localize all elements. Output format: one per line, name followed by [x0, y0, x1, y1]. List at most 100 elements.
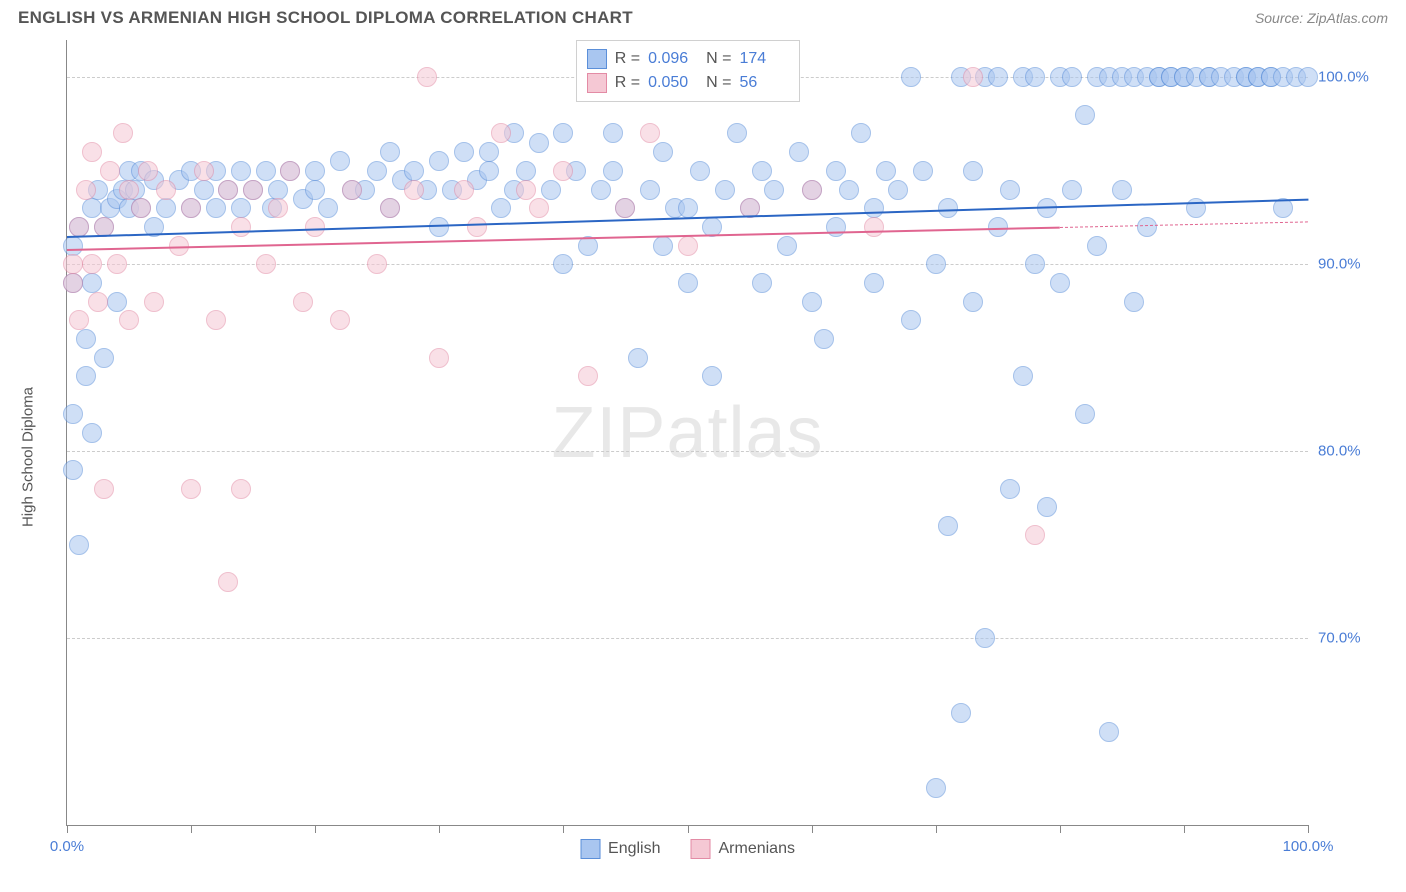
data-point: [715, 180, 735, 200]
data-point: [888, 180, 908, 200]
legend-item: Armenians: [691, 839, 795, 859]
data-point: [206, 310, 226, 330]
data-point: [640, 180, 660, 200]
chart-title: ENGLISH VS ARMENIAN HIGH SCHOOL DIPLOMA …: [18, 8, 633, 28]
data-point: [206, 198, 226, 218]
data-point: [1025, 525, 1045, 545]
data-point: [938, 198, 958, 218]
data-point: [76, 366, 96, 386]
data-point: [491, 123, 511, 143]
data-point: [578, 366, 598, 386]
source-label: Source: ZipAtlas.com: [1255, 10, 1388, 26]
data-point: [82, 198, 102, 218]
data-point: [342, 180, 362, 200]
data-point: [156, 198, 176, 218]
data-point: [305, 180, 325, 200]
data-point: [218, 180, 238, 200]
data-point: [119, 180, 139, 200]
data-point: [975, 628, 995, 648]
data-point: [82, 273, 102, 293]
data-point: [367, 161, 387, 181]
chart-container: High School Diploma ZIPatlas 70.0%80.0%9…: [18, 40, 1388, 874]
data-point: [491, 198, 511, 218]
data-point: [63, 460, 83, 480]
data-point: [280, 161, 300, 181]
data-point: [404, 161, 424, 181]
gridline: [67, 638, 1308, 639]
data-point: [752, 273, 772, 293]
data-point: [268, 180, 288, 200]
n-value: 174: [739, 50, 789, 68]
data-point: [330, 310, 350, 330]
legend-swatch: [587, 73, 607, 93]
data-point: [851, 123, 871, 143]
data-point: [113, 123, 133, 143]
data-point: [963, 161, 983, 181]
data-point: [529, 198, 549, 218]
x-tick: [67, 825, 68, 833]
y-tick-label: 80.0%: [1318, 443, 1378, 460]
data-point: [305, 217, 325, 237]
data-point: [88, 292, 108, 312]
legend-swatch: [580, 839, 600, 859]
y-tick-label: 70.0%: [1318, 630, 1378, 647]
data-point: [963, 67, 983, 87]
legend-label: English: [608, 840, 660, 858]
data-point: [256, 254, 276, 274]
x-tick: [688, 825, 689, 833]
data-point: [82, 423, 102, 443]
data-point: [864, 273, 884, 293]
data-point: [76, 329, 96, 349]
x-tick: [1184, 825, 1185, 833]
trend-line: [1060, 221, 1308, 228]
watermark: ZIPatlas: [551, 392, 823, 474]
data-point: [814, 329, 834, 349]
legend-item: English: [580, 839, 660, 859]
data-point: [318, 198, 338, 218]
data-point: [107, 292, 127, 312]
data-point: [256, 161, 276, 181]
data-point: [119, 310, 139, 330]
data-point: [951, 703, 971, 723]
data-point: [82, 254, 102, 274]
data-point: [1075, 105, 1095, 125]
gridline: [67, 264, 1308, 265]
data-point: [1025, 67, 1045, 87]
data-point: [194, 161, 214, 181]
legend-row: R =0.096N =174: [587, 47, 790, 71]
data-point: [69, 217, 89, 237]
data-point: [516, 161, 536, 181]
legend-swatch: [691, 839, 711, 859]
n-label: N =: [706, 74, 731, 92]
x-tick: [563, 825, 564, 833]
x-tick-label: 100.0%: [1283, 838, 1334, 855]
n-value: 56: [739, 74, 789, 92]
data-point: [1050, 273, 1070, 293]
data-point: [926, 778, 946, 798]
n-label: N =: [706, 50, 731, 68]
data-point: [802, 180, 822, 200]
data-point: [138, 161, 158, 181]
stats-legend: R =0.096N =174R =0.050N = 56: [576, 40, 801, 102]
data-point: [218, 572, 238, 592]
data-point: [553, 123, 573, 143]
data-point: [628, 348, 648, 368]
data-point: [653, 142, 673, 162]
data-point: [516, 180, 536, 200]
data-point: [94, 348, 114, 368]
data-point: [1112, 180, 1132, 200]
data-point: [181, 198, 201, 218]
legend-row: R =0.050N = 56: [587, 71, 790, 95]
data-point: [1075, 404, 1095, 424]
data-point: [467, 217, 487, 237]
data-point: [1298, 67, 1318, 87]
data-point: [479, 142, 499, 162]
data-point: [913, 161, 933, 181]
data-point: [1099, 722, 1119, 742]
plot-area: ZIPatlas 70.0%80.0%90.0%100.0%0.0%100.0%…: [66, 40, 1308, 826]
data-point: [926, 254, 946, 274]
data-point: [802, 292, 822, 312]
data-point: [690, 161, 710, 181]
data-point: [380, 198, 400, 218]
data-point: [839, 180, 859, 200]
